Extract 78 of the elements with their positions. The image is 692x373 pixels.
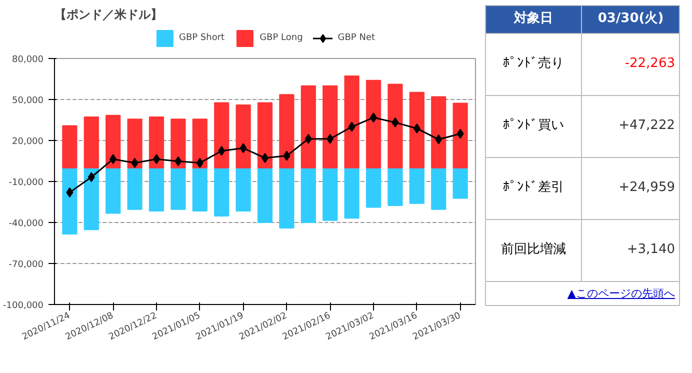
bar — [257, 167, 273, 223]
text: 対象日 — [486, 6, 582, 34]
point — [456, 128, 464, 139]
point — [66, 187, 74, 198]
bar — [388, 167, 403, 206]
bar — [300, 167, 316, 223]
point — [348, 122, 356, 132]
bar — [322, 85, 338, 168]
bar — [170, 167, 186, 210]
text: 前回比増減 — [486, 219, 582, 282]
bar — [127, 118, 142, 168]
bar — [344, 75, 360, 168]
bar — [192, 118, 208, 168]
bar — [344, 167, 360, 219]
bar — [127, 167, 142, 210]
bar — [279, 94, 294, 168]
bar — [452, 167, 468, 199]
text: ﾎﾟﾝﾄﾞ差引 — [486, 157, 582, 220]
bar — [148, 167, 164, 212]
legend-label: GBP Net — [338, 33, 376, 43]
bar — [148, 116, 164, 168]
text: ﾎﾟﾝﾄﾞ買い — [486, 95, 582, 158]
y-tick-label: -40,000 — [8, 219, 44, 229]
point — [174, 156, 182, 166]
point — [88, 172, 95, 182]
y-tick-label: 20,000 — [12, 137, 44, 147]
legend-label: GBP Short — [178, 33, 225, 43]
bar — [409, 92, 424, 168]
text: +47,222 — [582, 95, 680, 158]
point — [435, 134, 442, 144]
bar — [452, 102, 468, 168]
legend-label: GBP Long — [260, 33, 303, 43]
text: 03/30(火) — [582, 6, 680, 34]
text: ▲このページの先頭へ — [486, 281, 680, 306]
y-tick-label: 80,000 — [12, 55, 44, 65]
point — [283, 150, 290, 161]
bar — [192, 167, 208, 212]
point — [326, 134, 334, 144]
bar — [322, 167, 338, 221]
bar — [257, 102, 273, 168]
bar — [409, 167, 424, 204]
bar — [236, 104, 251, 168]
bar — [106, 167, 121, 214]
text: +24,959 — [582, 157, 680, 220]
bar — [106, 114, 121, 168]
bar — [84, 116, 99, 168]
bar — [170, 118, 186, 168]
point — [131, 158, 138, 168]
point — [413, 123, 420, 134]
y-tick-label: 50,000 — [12, 96, 44, 106]
y-tick-label: -70,000 — [8, 260, 44, 270]
bar — [214, 102, 230, 168]
text: -22,263 — [582, 33, 680, 96]
bar — [366, 167, 382, 208]
bar — [62, 125, 78, 168]
point — [196, 158, 204, 168]
bar — [300, 85, 316, 168]
bar — [279, 167, 294, 228]
bar — [62, 167, 78, 234]
point — [240, 143, 247, 154]
point — [304, 134, 312, 144]
bar — [236, 167, 251, 212]
text: ﾎﾟﾝﾄﾞ売り — [486, 33, 582, 96]
point — [370, 112, 378, 123]
text: +3,140 — [582, 219, 680, 282]
point — [392, 117, 399, 128]
y-tick-label: -10,000 — [8, 178, 44, 188]
bar — [84, 167, 99, 230]
chart-title: 【ポンド／米ドル】 — [54, 8, 162, 22]
bar — [388, 84, 403, 168]
bar — [431, 96, 446, 168]
point — [218, 146, 226, 156]
bar — [366, 80, 382, 168]
bar — [431, 167, 446, 210]
bar — [214, 167, 230, 216]
point — [110, 154, 117, 164]
point — [152, 154, 160, 164]
y-tick-label: -100,000 — [3, 301, 44, 311]
